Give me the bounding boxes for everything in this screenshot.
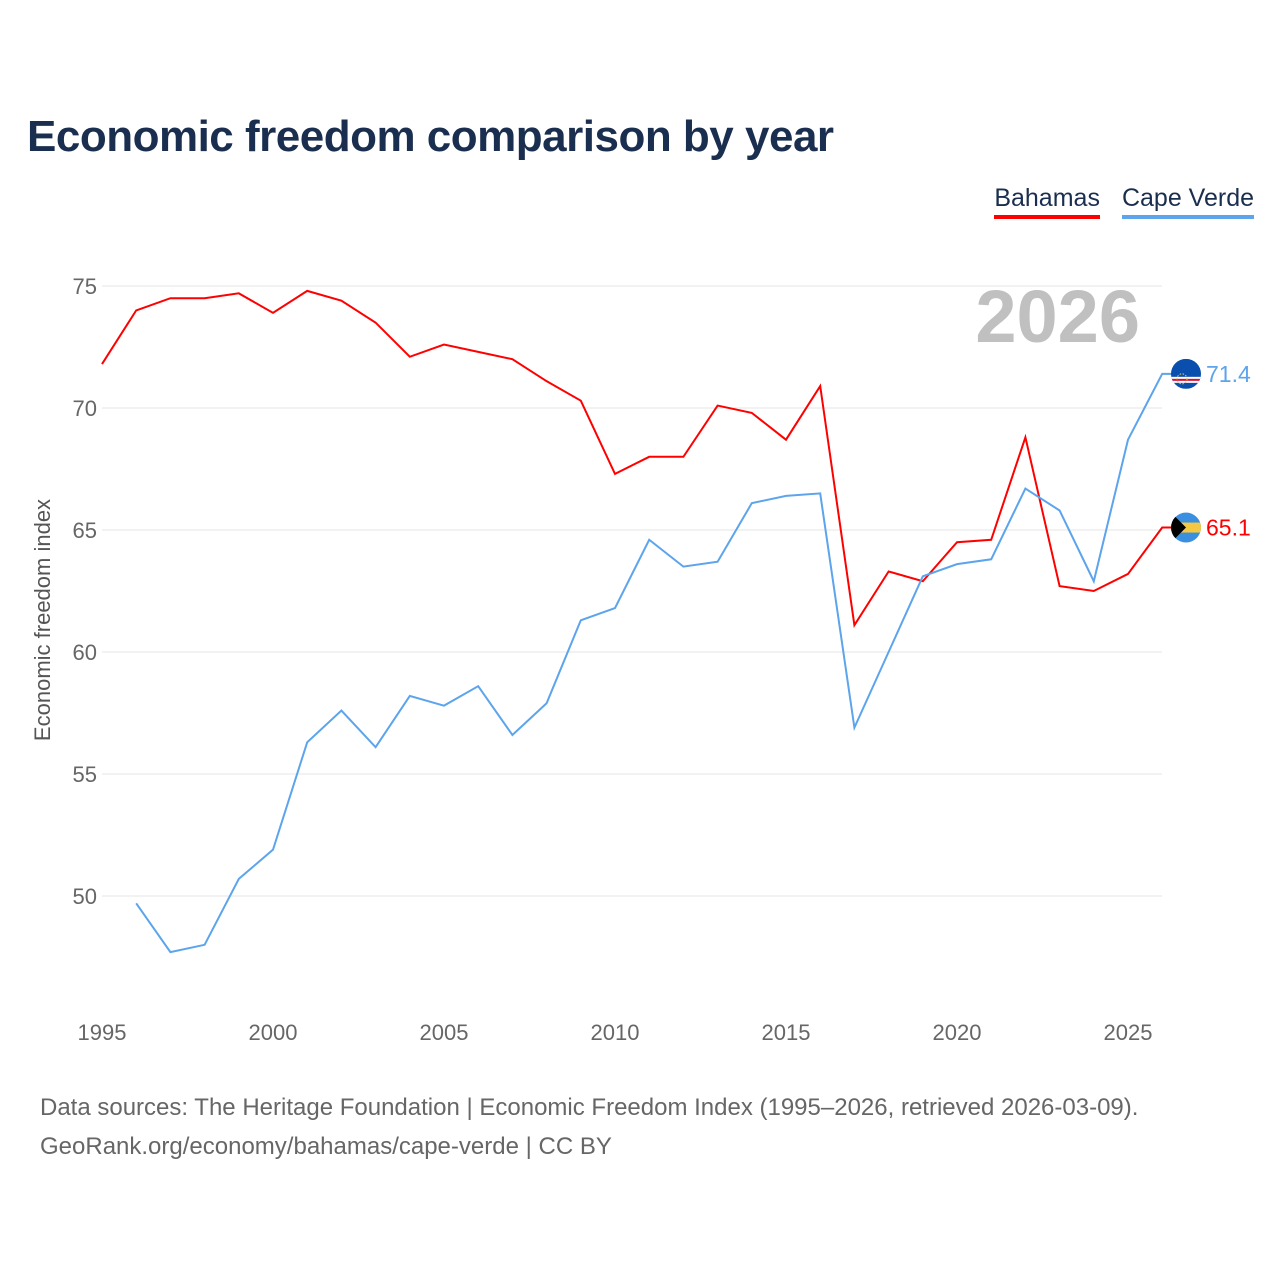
bahamas-flag-icon [1171, 512, 1201, 543]
x-tick-label: 2005 [420, 1020, 469, 1045]
end-value-label: 71.4 [1206, 361, 1251, 387]
x-tick-label: 2010 [591, 1020, 640, 1045]
source-notes: Data sources: The Heritage Foundation | … [40, 1088, 1138, 1166]
series-line-cape-verde [135, 372, 1172, 954]
x-tick-label: 2000 [249, 1020, 298, 1045]
source-line-1: Data sources: The Heritage Foundation | … [40, 1094, 1139, 1121]
legend-bahamas[interactable]: Bahamas [994, 184, 1100, 219]
y-tick-label: 55 [73, 762, 97, 787]
cape-verde-flag-icon [1171, 358, 1201, 389]
legend-cape-verde[interactable]: Cape Verde [1121, 184, 1254, 219]
year-watermark: 2026 [975, 275, 1140, 358]
x-tick-label: 2020 [933, 1020, 982, 1045]
end-value-label: 65.1 [1206, 515, 1251, 541]
y-tick-label: 65 [73, 518, 97, 543]
y-tick-label: 70 [73, 396, 97, 421]
x-tick-label: 2015 [762, 1020, 811, 1045]
source-line-2[interactable]: GeoRank.org/economy/bahamas/cape-verde |… [40, 1133, 612, 1160]
x-tick-label: 2025 [1104, 1020, 1153, 1045]
y-tick-label: 75 [73, 274, 97, 299]
chart-title: Economic freedom comparison by year [27, 112, 834, 161]
y-axis-label: Economic freedom index [30, 499, 55, 741]
legend: Bahamas Cape Verde [994, 184, 1254, 219]
y-tick-label: 50 [73, 884, 97, 909]
x-tick-label: 1995 [78, 1020, 127, 1045]
series-line-bahamas [101, 289, 1172, 628]
y-tick-label: 60 [73, 640, 97, 665]
